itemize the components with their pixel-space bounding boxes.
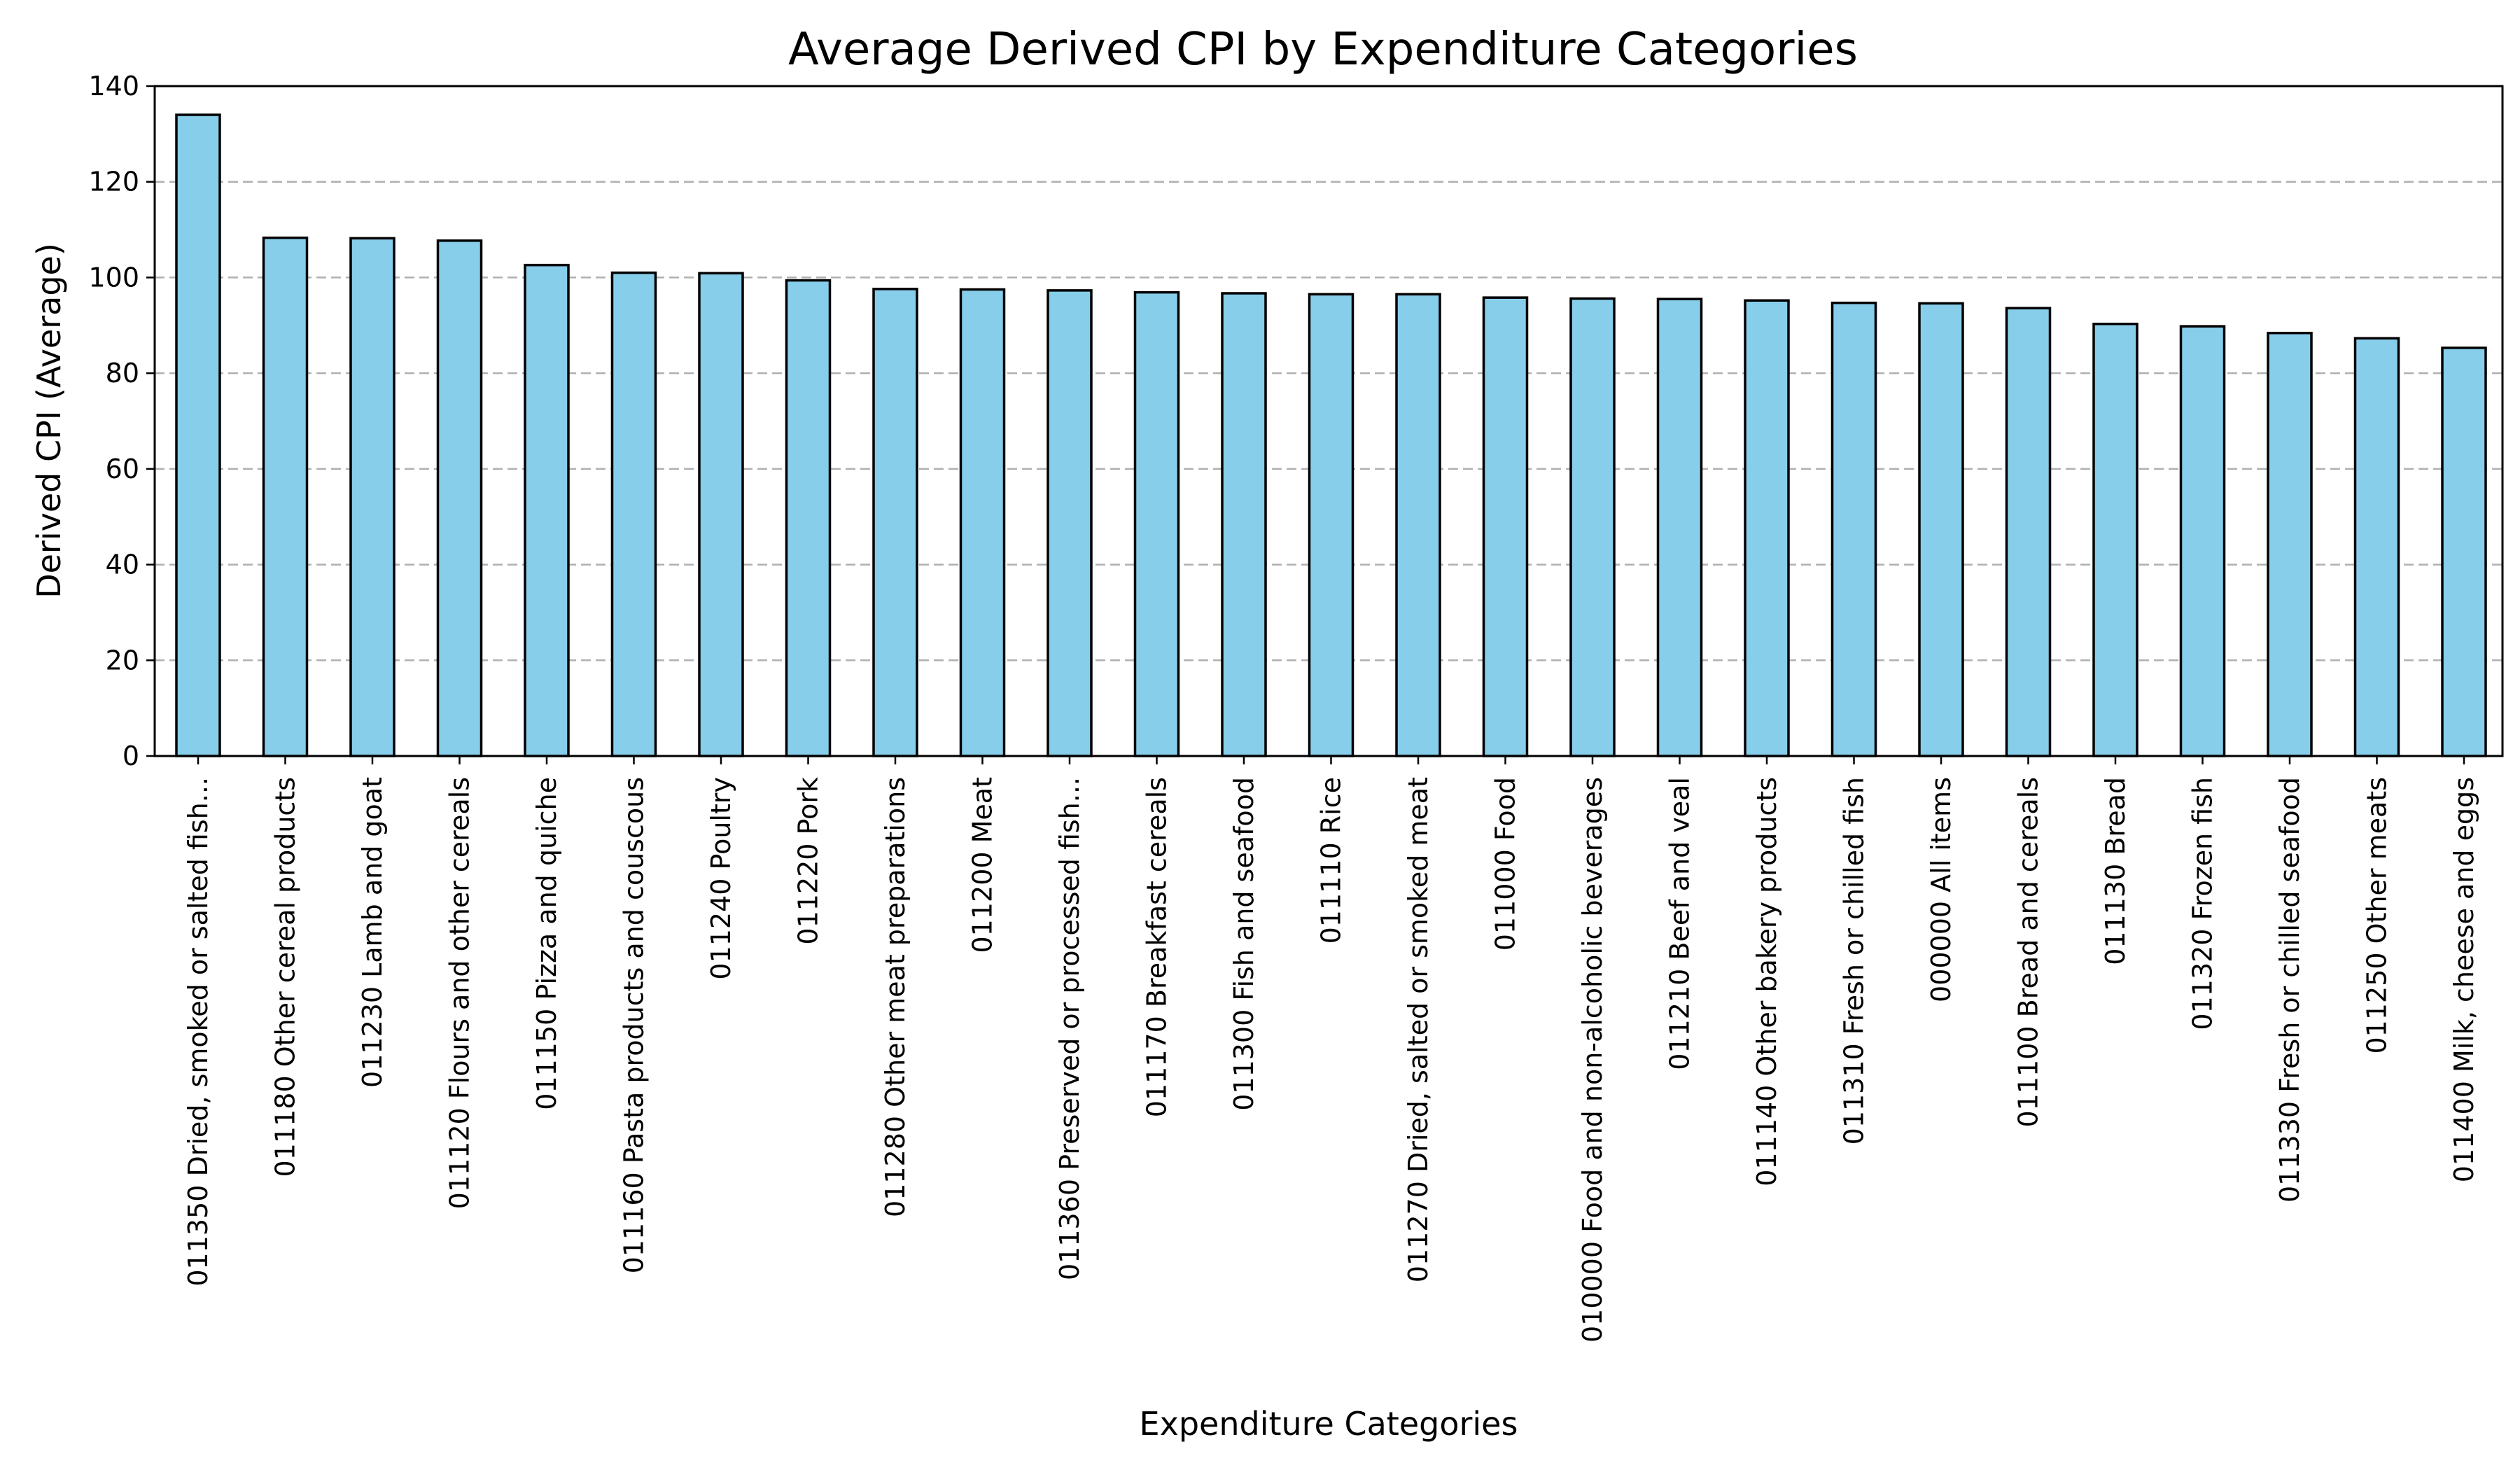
y-axis-label: Derived CPI (Average)	[30, 243, 68, 598]
chart-title: Average Derived CPI by Expenditure Categ…	[788, 24, 1858, 76]
bar	[1133, 290, 1180, 757]
x-tick-label: 011110 Rice	[1316, 777, 1347, 944]
bar	[1830, 301, 1877, 757]
y-tick-label: 40	[106, 550, 139, 580]
x-tick-label: 011000 Food	[1490, 777, 1521, 951]
x-tick-label: 011310 Fresh or chilled fish	[1839, 777, 1870, 1144]
bar	[1569, 297, 1616, 757]
x-tick-label: 011200 Meat	[967, 777, 998, 953]
x-tick-label: 011210 Beef and veal	[1665, 777, 1695, 1070]
x-tick-label: 011170 Breakfast cereals	[1142, 777, 1172, 1117]
x-tick-label: 011220 Pork	[793, 777, 824, 945]
bar	[2441, 346, 2487, 757]
y-tick-label: 0	[122, 741, 139, 771]
y-tick-label: 60	[106, 454, 139, 484]
x-axis-label: Expenditure Categories	[1140, 1405, 1518, 1443]
bar	[872, 288, 918, 757]
x-tick-label: 011400 Milk, cheese and eggs	[2449, 777, 2479, 1182]
bar	[959, 288, 1006, 757]
bar	[1656, 298, 1703, 757]
bar	[1221, 292, 1267, 757]
x-tick-label: 011330 Fresh or chilled seafood	[2274, 777, 2305, 1203]
x-tick-label: 011140 Other bakery products	[1751, 777, 1782, 1186]
x-tick-label: 000000 All items	[1926, 777, 1956, 1002]
bar	[2267, 331, 2313, 757]
x-tick-label: 011250 Other meats	[2362, 777, 2393, 1054]
x-tick-label: 011150 Pizza and quiche	[531, 777, 562, 1110]
bar	[610, 271, 657, 757]
bar	[785, 279, 832, 757]
x-tick-label: 011320 Frozen fish	[2188, 777, 2218, 1030]
bar	[2005, 307, 2052, 757]
y-tick-label: 20	[106, 645, 139, 676]
x-tick-label: 011270 Dried, salted or smoked meat	[1403, 777, 1434, 1282]
bar	[1744, 299, 1790, 757]
plot-frame	[153, 85, 2504, 757]
x-tick-label: 011240 Poultry	[706, 777, 736, 980]
x-tick-label: 011280 Other meat preparations	[880, 777, 911, 1217]
bar	[1046, 289, 1093, 757]
y-tick-label: 120	[88, 167, 139, 197]
bar	[2179, 325, 2226, 757]
x-tick-label: 011160 Pasta products and couscous	[619, 777, 650, 1273]
bar	[1918, 302, 1964, 757]
bar	[1482, 296, 1529, 757]
x-tick-label: 011130 Bread	[2100, 777, 2131, 965]
bars-layer	[175, 113, 2487, 757]
bar	[436, 239, 483, 757]
bar	[175, 113, 221, 757]
bar	[698, 272, 744, 757]
x-tick-label: 011100 Bread and cereals	[2013, 777, 2044, 1128]
x-tick-label: 011120 Flours and other cereals	[444, 777, 475, 1209]
x-axis: 011350 Dried, smoked or salted fish... 01…	[183, 756, 2479, 1343]
x-tick-label: 010000 Food and non-alcoholic beverages	[1577, 777, 1608, 1343]
x-tick-label: 011350 Dried, smoked or salted fish...	[183, 777, 214, 1287]
y-tick-label: 140	[88, 71, 139, 102]
bar	[262, 236, 309, 757]
y-tick-label: 80	[106, 358, 139, 388]
x-tick-label: 011180 Other cereal products	[270, 777, 301, 1177]
x-tick-label: 011230 Lamb and goat	[357, 777, 388, 1088]
bar	[524, 263, 570, 757]
x-tick-label: 011300 Fish and seafood	[1228, 777, 1259, 1111]
bar	[2353, 337, 2400, 757]
x-tick-label: 011360 Preserved or processed fish...	[1054, 777, 1085, 1280]
bar	[2092, 322, 2138, 757]
y-tick-label: 100	[88, 262, 139, 293]
bar	[349, 237, 396, 757]
bar	[1395, 293, 1441, 757]
y-axis: 0 20 40 60 80 100 120 140	[88, 71, 155, 771]
bar	[1308, 293, 1354, 757]
